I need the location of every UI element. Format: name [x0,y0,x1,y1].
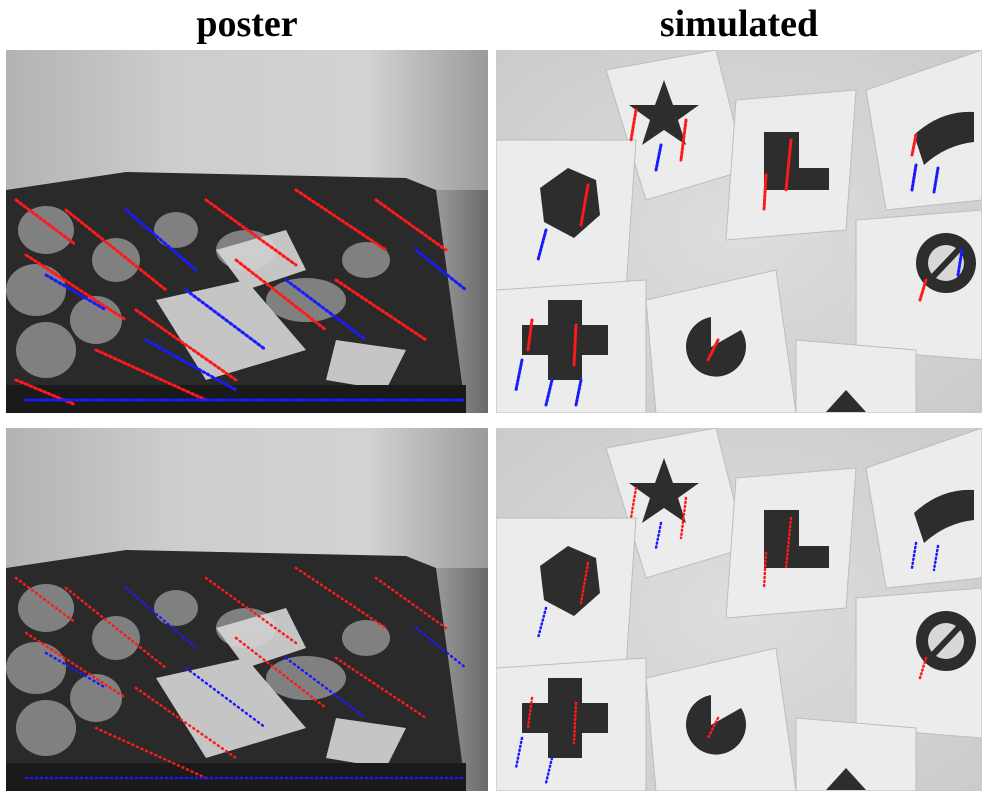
poster-panel-top [6,50,488,413]
column-title-poster: poster [196,3,298,45]
poster-panel-bottom [6,428,488,791]
simulated-panel-top [496,50,982,413]
poster-scene-image [6,50,488,413]
simulated-scene-image [496,50,982,413]
poster-scene-image [6,428,488,791]
simulated-scene-image [496,428,982,791]
simulated-panel-bottom [496,428,982,791]
column-title-simulated: simulated [659,3,819,45]
